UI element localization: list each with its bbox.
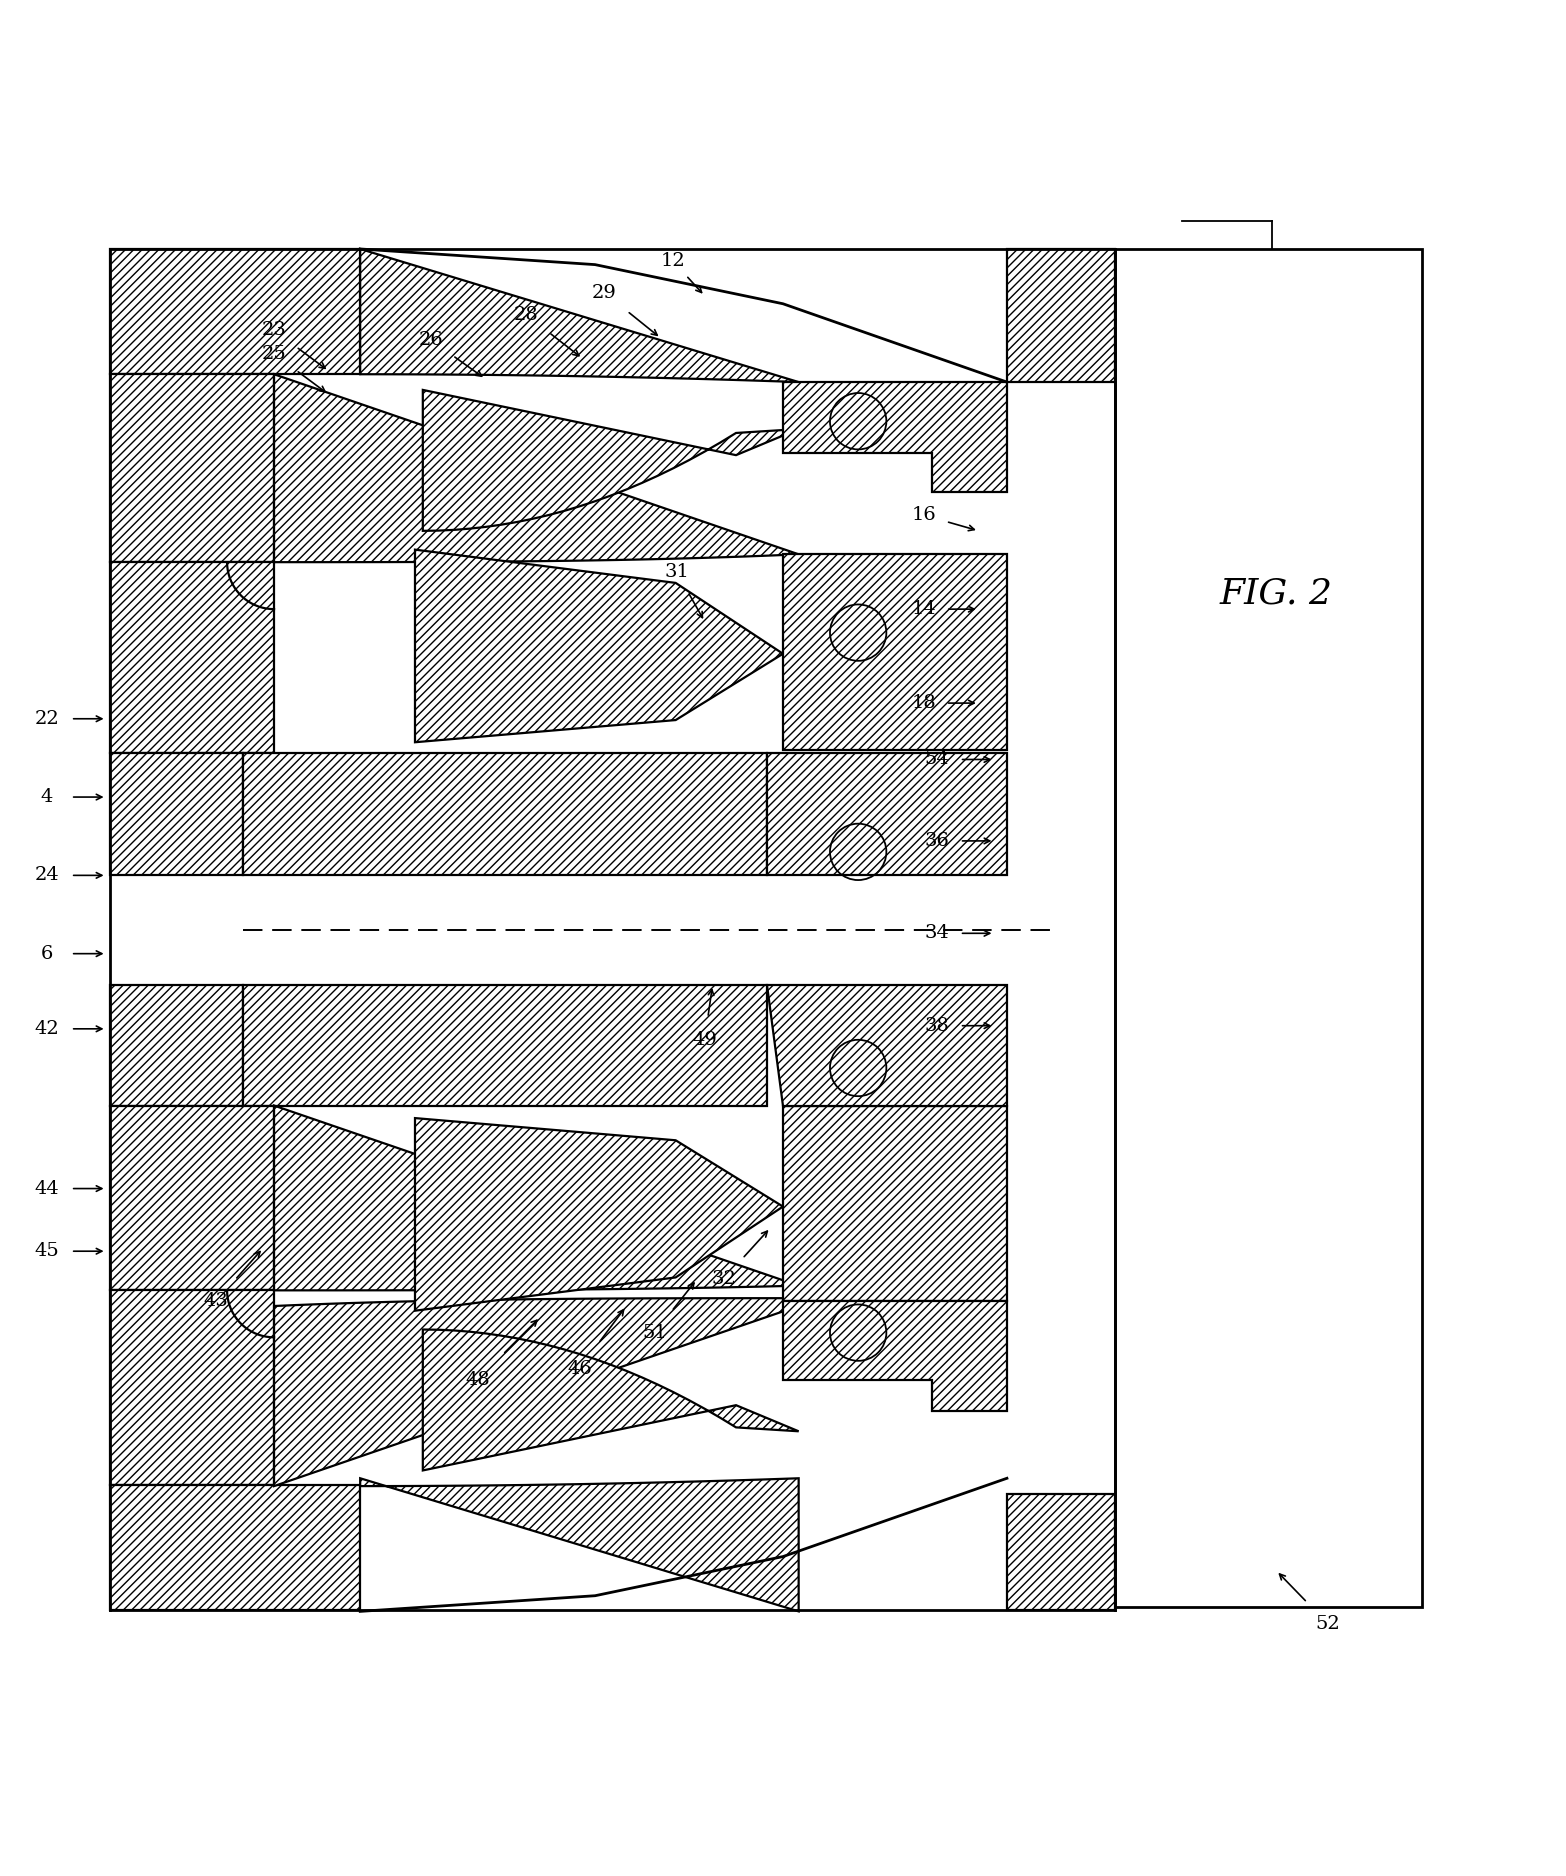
Text: 14: 14 (911, 600, 936, 617)
Text: 54: 54 (924, 750, 949, 769)
Text: 25: 25 (262, 345, 287, 362)
Polygon shape (274, 1298, 799, 1486)
Polygon shape (1007, 250, 1115, 383)
Polygon shape (783, 1302, 1007, 1411)
Text: 22: 22 (34, 709, 60, 728)
Polygon shape (110, 563, 274, 752)
Polygon shape (767, 752, 1007, 876)
Text: 46: 46 (567, 1360, 592, 1377)
Polygon shape (110, 1484, 360, 1610)
Polygon shape (110, 373, 274, 563)
Polygon shape (274, 373, 799, 563)
Text: 31: 31 (664, 563, 689, 580)
Text: 23: 23 (262, 321, 287, 340)
Polygon shape (423, 390, 799, 531)
Text: 16: 16 (911, 507, 936, 523)
Polygon shape (110, 752, 243, 876)
Text: 38: 38 (924, 1017, 949, 1036)
Polygon shape (110, 1291, 274, 1484)
Text: 34: 34 (924, 925, 949, 942)
Polygon shape (415, 550, 783, 743)
Polygon shape (767, 985, 1007, 1105)
Polygon shape (783, 553, 1007, 750)
Polygon shape (415, 1118, 783, 1311)
Polygon shape (360, 250, 799, 383)
Polygon shape (1007, 1493, 1115, 1610)
Text: 45: 45 (34, 1242, 60, 1261)
Text: 36: 36 (924, 831, 949, 850)
Text: 12: 12 (661, 253, 686, 270)
Polygon shape (110, 250, 360, 373)
Polygon shape (783, 1105, 1007, 1302)
Text: 48: 48 (465, 1371, 490, 1388)
Text: 26: 26 (418, 330, 443, 349)
Polygon shape (110, 985, 243, 1105)
Text: 52: 52 (1315, 1615, 1340, 1632)
Text: 24: 24 (34, 867, 60, 884)
Text: 4: 4 (41, 788, 53, 807)
Polygon shape (110, 1105, 274, 1291)
Text: 28: 28 (514, 306, 539, 325)
Polygon shape (423, 1330, 799, 1471)
Polygon shape (243, 985, 767, 1105)
Text: 43: 43 (204, 1293, 229, 1309)
Text: 51: 51 (642, 1324, 667, 1341)
Polygon shape (360, 1478, 799, 1611)
Polygon shape (274, 1105, 799, 1291)
Polygon shape (243, 752, 767, 876)
Text: 32: 32 (711, 1270, 736, 1289)
Text: 18: 18 (911, 694, 936, 713)
Text: FIG. 2: FIG. 2 (1220, 576, 1333, 610)
Text: 29: 29 (592, 283, 617, 302)
Polygon shape (1115, 250, 1422, 1606)
Text: 42: 42 (34, 1021, 60, 1037)
Text: 44: 44 (34, 1180, 60, 1197)
Polygon shape (783, 383, 1007, 492)
Text: 49: 49 (692, 1030, 717, 1049)
Text: 6: 6 (41, 946, 53, 962)
